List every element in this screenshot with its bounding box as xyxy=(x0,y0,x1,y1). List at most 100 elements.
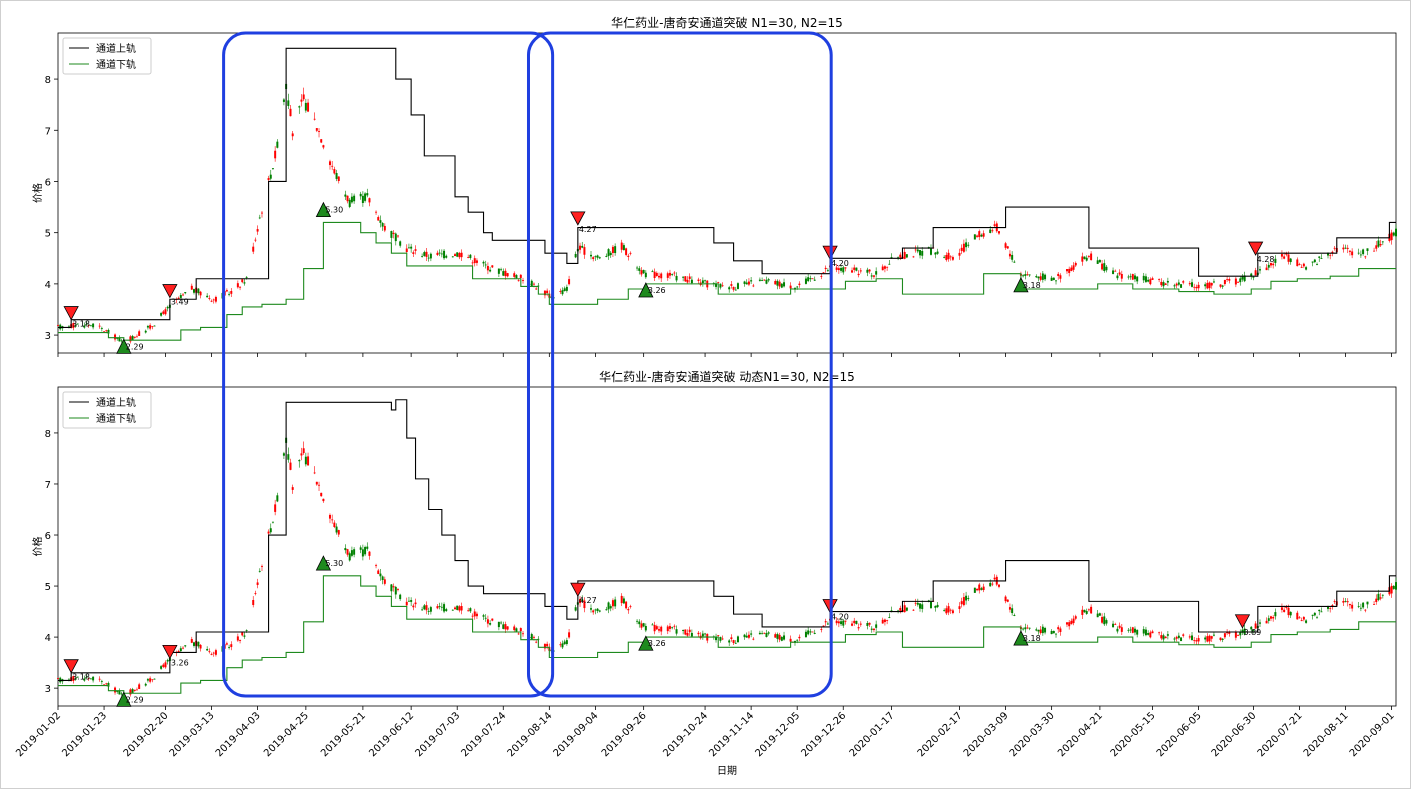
candle-body xyxy=(151,326,154,328)
x-tick-label: 2020-01-17 xyxy=(848,710,897,759)
candle-body xyxy=(565,286,568,291)
candle-body xyxy=(1327,253,1330,256)
candle-body xyxy=(668,626,671,629)
candle-body xyxy=(348,553,351,561)
candle-body xyxy=(353,195,356,202)
x-tick-label: 2019-01-02 xyxy=(14,710,63,759)
candle-body xyxy=(182,294,185,296)
candle-body xyxy=(421,609,424,611)
candle-body xyxy=(765,279,768,284)
candle-body xyxy=(1180,637,1183,642)
candle-body xyxy=(1028,274,1031,276)
candle-body xyxy=(504,270,507,277)
candle-body xyxy=(1147,633,1150,635)
candle-body xyxy=(936,604,939,608)
candle-body xyxy=(425,251,428,257)
candle-body xyxy=(344,194,347,197)
candle-body xyxy=(728,287,731,290)
candle-body xyxy=(105,683,108,685)
candle-body xyxy=(396,588,399,590)
candle-body xyxy=(532,636,535,638)
candle-body xyxy=(763,632,766,634)
candle-body xyxy=(675,629,678,634)
candle-body xyxy=(267,178,270,180)
candle-body xyxy=(1011,254,1014,260)
y-tick-label: 6 xyxy=(45,531,51,542)
candle-body xyxy=(85,324,88,325)
candle-body xyxy=(989,582,992,587)
candle-body xyxy=(166,306,169,309)
candle-body xyxy=(245,630,248,631)
candle-body xyxy=(1151,278,1154,280)
candle-body xyxy=(517,280,520,282)
candle-body xyxy=(590,608,593,610)
candle-body xyxy=(153,678,156,680)
candle-body xyxy=(868,269,871,272)
candle-body xyxy=(960,601,963,605)
candle-body xyxy=(809,278,812,280)
candle-body xyxy=(282,99,285,102)
candle-body xyxy=(982,586,985,591)
candle-body xyxy=(146,679,149,681)
candle-body xyxy=(1114,624,1117,625)
candle-body xyxy=(780,636,783,641)
candle-body xyxy=(1083,256,1086,259)
candle-body xyxy=(269,528,272,533)
candle-body xyxy=(1252,630,1255,631)
candle-body xyxy=(1158,632,1161,634)
candle-body xyxy=(1116,275,1119,279)
candle-body xyxy=(842,267,845,273)
candle-body xyxy=(484,264,487,266)
candle-body xyxy=(212,299,215,301)
candle-body xyxy=(688,276,691,279)
candle-body xyxy=(214,650,217,655)
buy-signal-marker xyxy=(116,691,132,707)
candle-body xyxy=(719,636,722,641)
candle-body xyxy=(1068,268,1071,273)
candle-body xyxy=(1147,279,1150,282)
candle-body xyxy=(614,599,617,607)
candle-body xyxy=(958,252,961,256)
candle-body xyxy=(853,620,856,624)
candle-body xyxy=(107,683,110,687)
candle-body xyxy=(905,607,908,611)
y-tick-label: 7 xyxy=(45,126,51,137)
candle-body xyxy=(208,298,211,299)
candle-body xyxy=(842,620,845,626)
candle-body xyxy=(120,340,123,342)
candle-body xyxy=(1375,245,1378,249)
candle-body xyxy=(1239,278,1242,283)
candle-body xyxy=(1313,259,1316,263)
candle-body xyxy=(89,678,92,680)
plot-area xyxy=(57,32,1397,354)
candle-body xyxy=(260,212,263,214)
candle-body xyxy=(1037,276,1040,279)
candle-body xyxy=(1151,631,1154,634)
candle-body xyxy=(1373,604,1376,605)
candle-body xyxy=(671,627,674,629)
candle-body xyxy=(160,666,163,669)
candle-body xyxy=(1026,627,1029,629)
candle-body xyxy=(287,100,290,106)
candle-body xyxy=(1250,626,1253,630)
candle-body xyxy=(1351,604,1354,609)
sell-signal-marker xyxy=(63,306,79,321)
candle-body xyxy=(315,481,318,485)
candle-body xyxy=(543,643,546,649)
candle-body xyxy=(103,684,106,686)
candle-body xyxy=(241,632,244,636)
candle-body xyxy=(383,225,386,231)
candle-body xyxy=(776,634,779,639)
candle-body xyxy=(1265,267,1268,271)
candle-body xyxy=(467,610,470,612)
candle-body xyxy=(1195,640,1198,642)
candle-body xyxy=(83,325,86,328)
candle-body xyxy=(1243,275,1246,282)
candle-body xyxy=(581,599,584,601)
candle-body xyxy=(875,624,878,628)
candle-body xyxy=(1105,266,1108,271)
candle-body xyxy=(313,118,316,120)
candle-body xyxy=(855,267,858,271)
candle-body xyxy=(116,691,119,693)
candle-body xyxy=(943,610,946,612)
